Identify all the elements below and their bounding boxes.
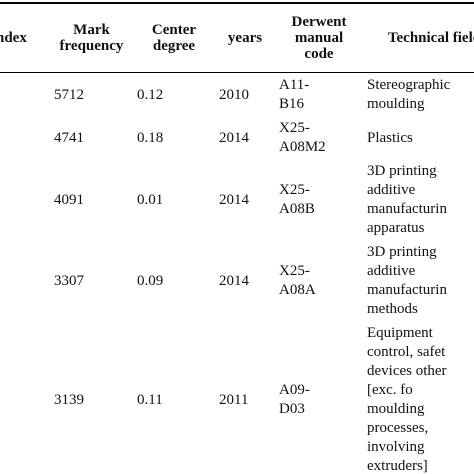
table-row: 5712 0.12 2010 A11- B16 Stereographic moulding (0, 73, 474, 117)
year-cell: 2011 (219, 391, 249, 408)
field-line: additive (367, 263, 416, 279)
code-line: A08M2 (279, 139, 326, 155)
field-cell: Stereographic moulding (363, 73, 474, 117)
field-line: manufacturin (367, 201, 447, 217)
field-line: manufacturin (367, 282, 447, 298)
table-row: 4091 0.01 2014 X25- A08B 3D printing additive m… (0, 159, 474, 240)
code-cell: X25- A08A (275, 240, 363, 321)
field-line: moulding (367, 96, 425, 112)
index-cell (0, 240, 50, 321)
table-body: 5712 0.12 2010 A11- B16 Stereographic moulding… (0, 73, 474, 474)
field-line: additive (367, 182, 416, 198)
header-cell: Center degree (133, 2, 215, 73)
index-cell (0, 159, 50, 240)
header-cell: Mark frequency (50, 2, 133, 73)
year-cell: 2014 (219, 129, 249, 146)
degree-cell: 0.09 (137, 272, 164, 289)
header-row: ndex Mark frequency Center degree years Derw… (0, 2, 474, 73)
field-line: 3D printing (367, 163, 437, 179)
code-line: D03 (279, 401, 305, 417)
field-line: [exc. fo (367, 382, 413, 398)
field-cell: Equipment control, safet devices other [exc… (363, 321, 474, 474)
index-cell (0, 116, 50, 159)
degree-cell: 0.12 (137, 86, 164, 103)
index-cell (0, 73, 50, 117)
header-cell: Derwent manual code (275, 2, 363, 73)
code-cell: A11- B16 (275, 73, 363, 117)
code-line: A11- (279, 77, 310, 93)
field-line: Stereographic (367, 77, 451, 93)
frequency-cell: 5712 (54, 86, 84, 103)
code-line: X25- (279, 120, 310, 136)
field-line: involving (367, 439, 425, 455)
code-line: X25- (279, 263, 310, 279)
code-line: A08B (279, 201, 315, 217)
code-cell: X25- A08M2 (275, 116, 363, 159)
field-line: processes, (367, 420, 429, 436)
field-line: apparatus (367, 220, 425, 236)
year-cell: 2014 (219, 272, 249, 289)
year-cell: 2014 (219, 191, 249, 208)
frequency-cell: 3139 (54, 391, 84, 408)
year-cell: 2010 (219, 86, 249, 103)
field-cell: Plastics (363, 116, 474, 159)
field-line: moulding (367, 401, 425, 417)
field-line: control, safet (367, 344, 446, 360)
code-cell: A09- D03 (275, 321, 363, 474)
field-cell: 3D printing additive manufacturin apparatus (363, 159, 474, 240)
index-cell (0, 321, 50, 474)
field-line: methods (367, 301, 418, 317)
frequency-cell: 3307 (54, 272, 84, 289)
field-line: Plastics (367, 129, 413, 146)
header-cell: ndex (0, 2, 50, 73)
code-line: X25- (279, 182, 310, 198)
table-row: 3307 0.09 2014 X25- A08A 3D printing additive m… (0, 240, 474, 321)
table-row: 3139 0.11 2011 A09- D03 Equipment control, saf… (0, 321, 474, 474)
frequency-cell: 4091 (54, 191, 84, 208)
field-line: devices other (367, 363, 447, 379)
code-line: A08A (279, 282, 316, 298)
frequency-cell: 4741 (54, 129, 84, 146)
field-line: extruders] (367, 458, 428, 474)
field-line: Equipment (367, 325, 433, 341)
code-cell: X25- A08B (275, 159, 363, 240)
degree-cell: 0.11 (137, 391, 163, 408)
header-cell: years (215, 2, 275, 73)
degree-cell: 0.01 (137, 191, 164, 208)
field-line: 3D printing (367, 244, 437, 260)
table-row: 4741 0.18 2014 X25- A08M2 Plastics (0, 116, 474, 159)
degree-cell: 0.18 (137, 129, 164, 146)
header-cell: Technical field (363, 2, 474, 73)
field-cell: 3D printing additive manufacturin methods (363, 240, 474, 321)
code-line: B16 (279, 96, 305, 112)
code-line: A09- (279, 382, 310, 398)
